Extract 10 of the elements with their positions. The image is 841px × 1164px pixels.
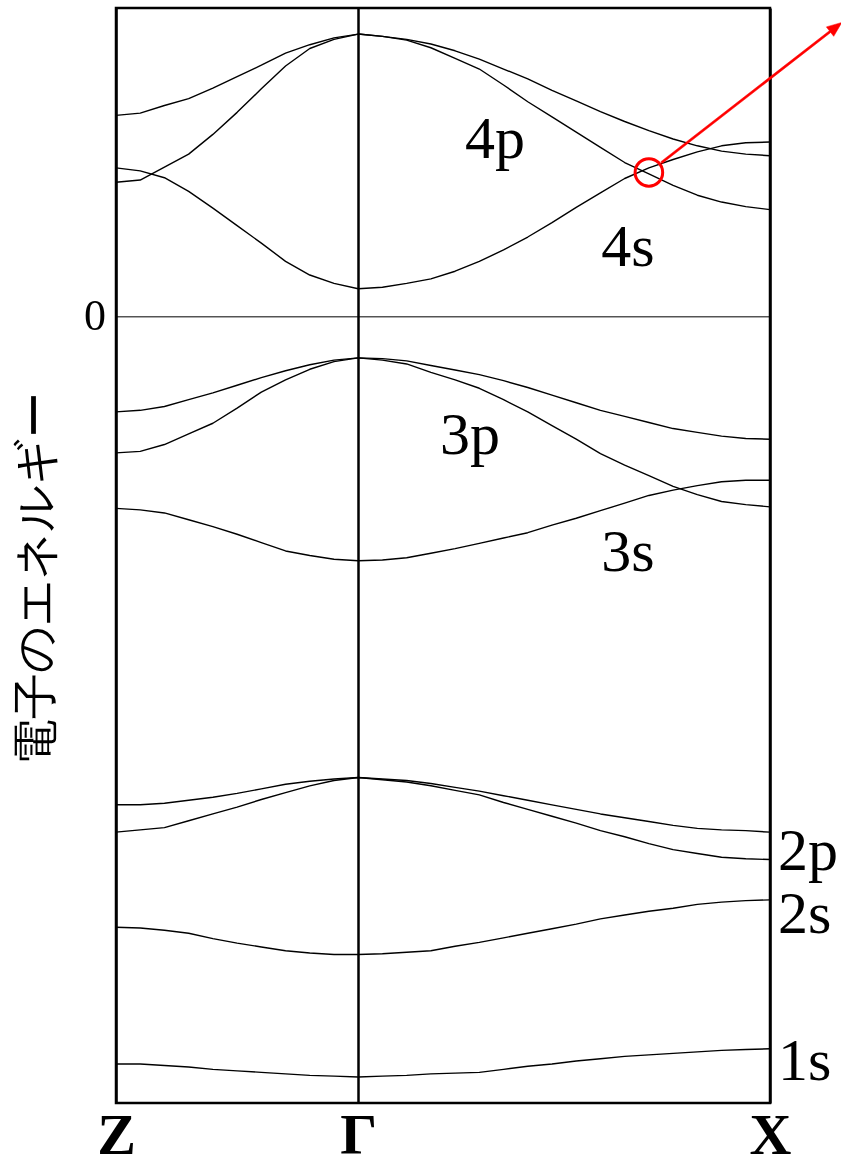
annotation: 4p xyxy=(465,105,525,171)
ref-line-label: 0 xyxy=(84,290,106,340)
text: 1s xyxy=(778,1027,832,1093)
annotation: 3p xyxy=(440,401,500,467)
annotation: 4s xyxy=(601,213,655,279)
x-tick-label: Γ xyxy=(340,1101,378,1164)
y-axis-title: 電子のエネルギー xyxy=(7,392,62,765)
x-tick-label: Z xyxy=(97,1101,136,1164)
annotation: 3s xyxy=(601,518,655,584)
x-tick-label: X xyxy=(749,1101,792,1164)
